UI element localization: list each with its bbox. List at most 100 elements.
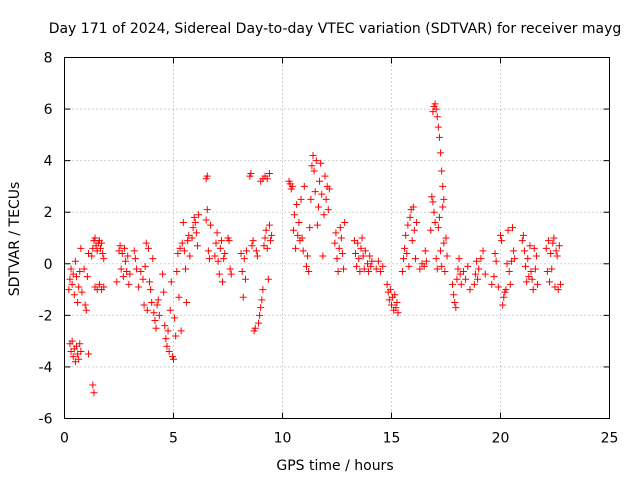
data-point (438, 262, 446, 270)
data-point (171, 314, 179, 322)
data-point (311, 188, 319, 196)
data-point (89, 381, 97, 389)
data-point (144, 244, 152, 252)
data-point (205, 255, 213, 263)
data-point (520, 247, 528, 255)
data-point (544, 237, 552, 245)
data-point (184, 237, 192, 245)
data-point (386, 286, 394, 294)
data-point (428, 193, 436, 201)
data-point (442, 234, 450, 242)
data-point (180, 247, 188, 255)
data-point (82, 306, 90, 314)
data-point (293, 200, 301, 208)
data-point (140, 301, 148, 309)
data-point (149, 255, 157, 263)
data-point (337, 234, 345, 242)
data-point (137, 268, 145, 276)
data-point (438, 167, 446, 175)
data-point (391, 291, 399, 299)
data-point (420, 262, 428, 270)
data-point (361, 247, 369, 255)
data-point (120, 244, 128, 252)
data-point (203, 172, 211, 180)
x-tick-label: 10 (274, 431, 292, 447)
data-point (139, 275, 147, 283)
data-point (170, 355, 177, 363)
chart-title: Day 171 of 2024, Sidereal Day-to-day VTE… (49, 21, 622, 37)
data-point (334, 268, 342, 276)
data-point (125, 280, 133, 288)
data-point (352, 249, 360, 257)
data-point (289, 226, 297, 234)
data-point (98, 239, 106, 247)
data-point (357, 244, 365, 252)
data-point (518, 237, 526, 245)
data-point (225, 237, 233, 245)
data-point (150, 309, 158, 317)
data-point (292, 244, 300, 252)
data-point (193, 242, 201, 250)
data-point (502, 286, 510, 294)
data-point (317, 159, 325, 167)
y-tick-label: -4 (39, 360, 53, 376)
data-point (83, 273, 91, 281)
data-point (173, 268, 181, 276)
data-point (356, 268, 364, 276)
data-point (439, 182, 447, 190)
data-point (393, 298, 401, 306)
data-point (227, 270, 235, 278)
data-point (297, 195, 305, 203)
data-point (255, 319, 263, 327)
data-point (257, 304, 265, 312)
data-point (174, 249, 182, 257)
data-points (65, 100, 564, 397)
data-point (306, 224, 314, 232)
data-point (117, 265, 125, 273)
data-point (135, 283, 143, 291)
data-point (550, 234, 558, 242)
data-point (434, 123, 442, 131)
data-point (77, 347, 85, 355)
data-point (435, 133, 443, 141)
data-point (534, 280, 542, 288)
data-point (288, 182, 296, 190)
data-point (450, 291, 458, 299)
data-point (179, 219, 187, 227)
data-point (508, 224, 516, 232)
data-point (267, 237, 275, 245)
data-point (360, 265, 368, 273)
data-point (221, 249, 229, 257)
data-point (505, 268, 513, 276)
data-point (319, 252, 327, 260)
data-point (249, 237, 257, 245)
data-point (449, 280, 457, 288)
data-point (399, 255, 407, 263)
data-point (431, 219, 439, 227)
data-point (365, 268, 373, 276)
data-point (96, 244, 104, 252)
data-point (75, 283, 83, 291)
data-point (504, 226, 512, 234)
data-point (500, 293, 508, 301)
data-point (492, 257, 500, 265)
data-point (191, 219, 199, 227)
data-point (247, 170, 255, 178)
data-point (142, 239, 150, 247)
data-point (166, 306, 174, 314)
data-point (379, 262, 387, 270)
y-tick-label: 8 (44, 51, 53, 67)
data-point (411, 255, 419, 263)
data-point (429, 198, 437, 206)
data-point (437, 247, 445, 255)
data-point (549, 239, 557, 247)
data-point (74, 298, 82, 306)
data-point (401, 244, 409, 252)
data-point (398, 268, 406, 276)
data-point (71, 257, 79, 265)
data-point (100, 283, 108, 291)
data-point (481, 270, 489, 278)
data-point (553, 252, 561, 260)
data-point (530, 244, 538, 252)
